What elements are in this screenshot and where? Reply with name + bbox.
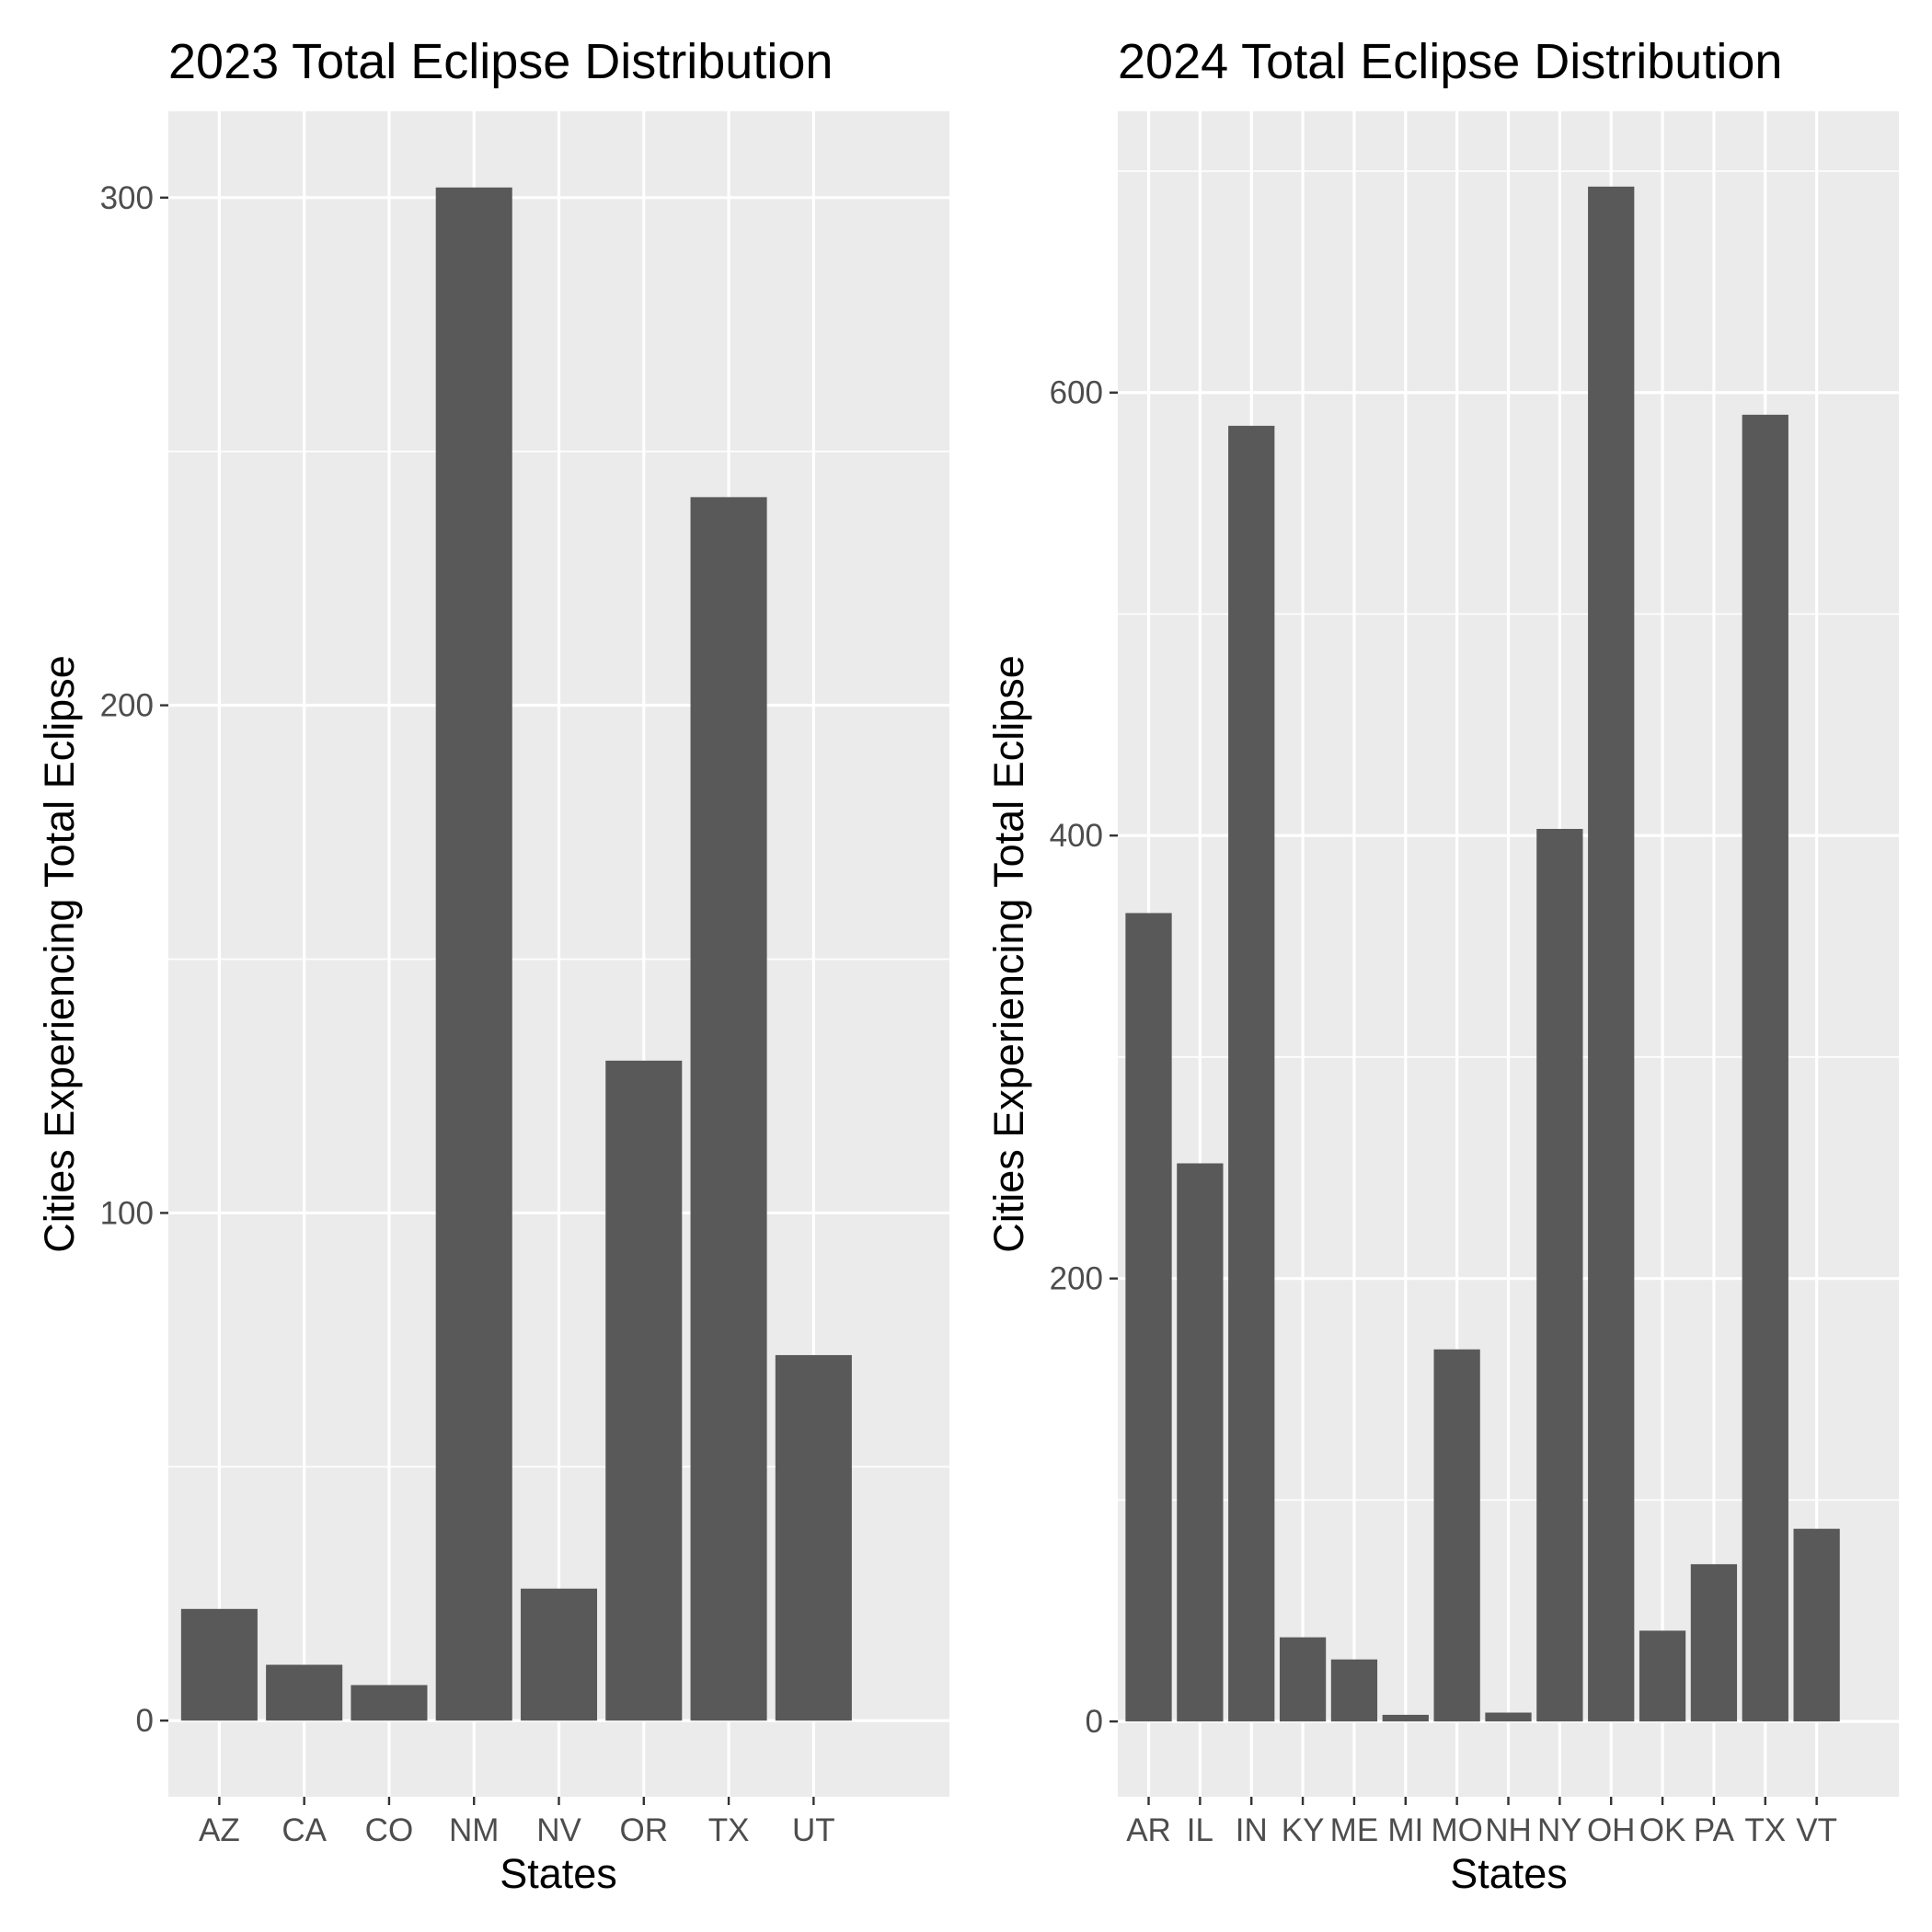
x-tick-label: NV <box>536 1812 581 1848</box>
bar-2023-TX <box>690 497 767 1721</box>
x-tick-label: IN <box>1236 1812 1268 1848</box>
bar-2024-IN <box>1228 425 1275 1722</box>
bar-2024-OK <box>1639 1630 1686 1722</box>
y-tick-label: 200 <box>100 688 154 724</box>
x-tick-label: IL <box>1187 1812 1213 1848</box>
bar-2023-CO <box>351 1685 428 1721</box>
x-tick-label: CO <box>365 1812 414 1848</box>
chart-2023-y-axis-title: Cities Experiencing Total Eclipse <box>36 655 83 1253</box>
bar-2024-MI <box>1382 1714 1429 1722</box>
x-tick-label: KY <box>1282 1812 1325 1848</box>
bar-2023-UT <box>775 1354 852 1721</box>
bar-2024-VT <box>1793 1528 1840 1722</box>
bar-2023-NM <box>435 187 512 1721</box>
y-tick-label: 0 <box>1086 1704 1103 1740</box>
x-tick-label: MO <box>1431 1812 1482 1848</box>
bar-2023-NV <box>520 1588 598 1721</box>
x-tick-label: ME <box>1330 1812 1379 1848</box>
chart-2024-y-axis-title: Cities Experiencing Total Eclipse <box>985 655 1032 1253</box>
y-tick-label: 200 <box>1050 1261 1103 1297</box>
bar-2024-AR <box>1125 913 1172 1722</box>
bar-2024-TX <box>1742 414 1788 1722</box>
bar-2024-OH <box>1588 186 1635 1722</box>
x-tick-label: NY <box>1537 1812 1582 1848</box>
x-tick-label: AZ <box>199 1812 240 1848</box>
bar-2024-PA <box>1690 1564 1738 1722</box>
chart-2023: 2023 Total Eclipse Distribution 0 100 200 3… <box>36 34 949 1897</box>
y-tick-label: 400 <box>1050 818 1103 854</box>
x-tick-label: TX <box>1744 1812 1786 1848</box>
y-tick-label: 0 <box>136 1703 154 1739</box>
bar-2023-OR <box>605 1060 683 1721</box>
x-tick-label: UT <box>792 1812 835 1848</box>
x-tick-label: PA <box>1694 1812 1735 1848</box>
y-tick-label: 300 <box>100 180 154 216</box>
x-tick-label: CA <box>282 1812 327 1848</box>
chart-2023-bars <box>180 187 852 1721</box>
x-tick-label: OK <box>1639 1812 1686 1848</box>
x-tick-label: OR <box>620 1812 669 1848</box>
bar-2023-AZ <box>180 1608 258 1721</box>
chart-2024-bars <box>1125 186 1840 1722</box>
chart-2023-title: 2023 Total Eclipse Distribution <box>168 34 833 89</box>
x-tick-label: TX <box>708 1812 750 1848</box>
chart-2024-x-axis-title: States <box>1450 1850 1568 1897</box>
chart-2023-ticks: 0 100 200 300 AZ CA CO NM NV OR TX UT <box>100 180 835 1848</box>
x-tick-label: VT <box>1796 1812 1837 1848</box>
bar-2024-MO <box>1433 1349 1480 1722</box>
x-tick-label: NH <box>1485 1812 1532 1848</box>
bar-2024-ME <box>1330 1659 1378 1722</box>
y-tick-label: 100 <box>100 1195 154 1231</box>
x-tick-label: NM <box>449 1812 499 1848</box>
x-tick-label: AR <box>1126 1812 1171 1848</box>
chart-2024-title: 2024 Total Eclipse Distribution <box>1118 34 1782 89</box>
chart-2023-x-axis-title: States <box>500 1850 617 1897</box>
bar-2023-CA <box>266 1664 343 1721</box>
bar-2024-NH <box>1485 1712 1532 1722</box>
x-tick-label: MI <box>1387 1812 1423 1848</box>
bar-2024-IL <box>1177 1163 1224 1722</box>
bar-2024-NY <box>1536 828 1583 1722</box>
chart-2024-ticks: 0 200 400 600 AR IL IN KY ME MI MO NH NY OH OK PA TX VT <box>1050 375 1837 1848</box>
chart-2024: 2024 Total Eclipse Distribution 0 200 400 6… <box>985 34 1899 1897</box>
bar-2024-KY <box>1279 1637 1327 1722</box>
y-tick-label: 600 <box>1050 375 1103 411</box>
x-tick-label: OH <box>1587 1812 1636 1848</box>
